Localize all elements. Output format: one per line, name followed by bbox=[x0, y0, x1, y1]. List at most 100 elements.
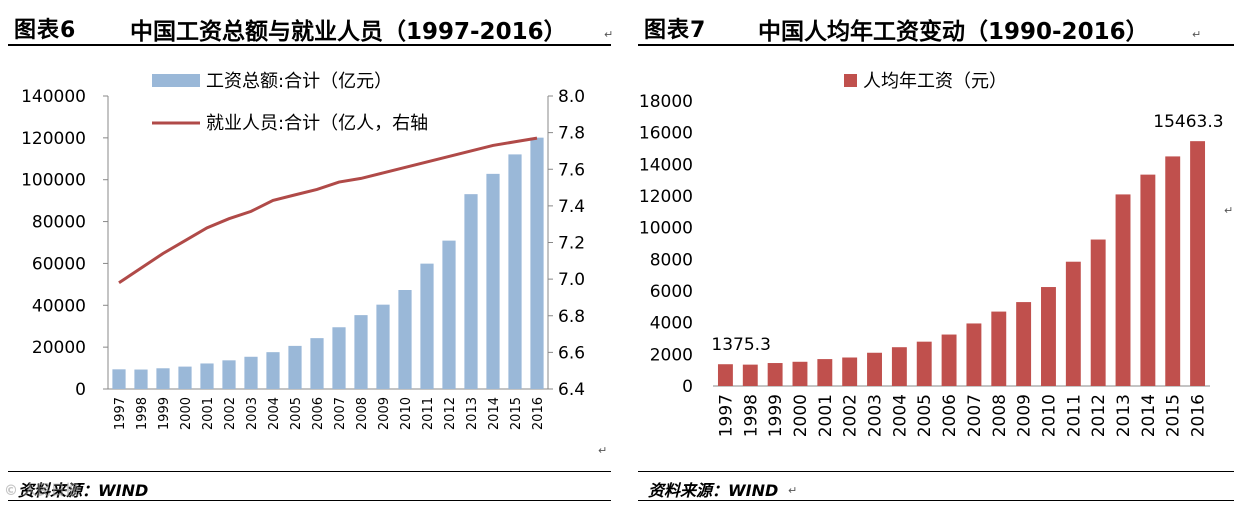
bar-wage-total bbox=[288, 345, 302, 389]
bar-avg-wage bbox=[1190, 141, 1206, 386]
y-left-tick-label: 40000 bbox=[32, 296, 86, 316]
figure-7-title: 中国人均年工资变动（1990-2016） bbox=[758, 19, 1149, 45]
y-left-tick-label: 120000 bbox=[21, 129, 86, 149]
x-tick-label: 1998 bbox=[135, 397, 150, 430]
x-tick-label: 2008 bbox=[355, 397, 370, 430]
y-tick-label: 8000 bbox=[650, 250, 693, 270]
bar-wage-total bbox=[112, 369, 126, 389]
figure-7-source: 资料来源：WIND bbox=[648, 481, 779, 500]
x-tick-label: 2014 bbox=[1139, 394, 1159, 437]
figure-7-title-row: 图表7 中国人均年工资变动（1990-2016） bbox=[640, 8, 1238, 45]
panel-figure-7: 图表7 中国人均年工资变动（1990-2016） ↵ 0 2000 4000 6000… bbox=[630, 0, 1238, 516]
y-right-tick-label: 7.0 bbox=[558, 270, 585, 290]
bar-wage-total bbox=[178, 366, 192, 389]
chart-wage-total-employment: 0 20000 40000 60000 80000 100000 120000 140000 6… bbox=[21, 71, 585, 430]
source-rule-bottom bbox=[8, 500, 611, 501]
y-tick-label: 16000 bbox=[639, 124, 693, 144]
x-tick-label: 2015 bbox=[1164, 394, 1184, 437]
x-tick-label: 2011 bbox=[1064, 394, 1084, 437]
watermark: © 人民日报 bbox=[4, 483, 79, 499]
bar-wage-total bbox=[244, 356, 258, 389]
x-tick-label: 2005 bbox=[915, 394, 935, 437]
x-tick-label: 2016 bbox=[1189, 394, 1209, 437]
x-tick-label: 2013 bbox=[1114, 394, 1134, 437]
y-tick-label: 12000 bbox=[639, 187, 693, 207]
x-tick-label: 2000 bbox=[179, 397, 194, 430]
legend-label-line: 就业人员:合计（亿人，右轴 bbox=[206, 113, 428, 134]
bar-avg-wage bbox=[1065, 261, 1081, 386]
bar-avg-wage bbox=[916, 341, 932, 386]
bar-avg-wage bbox=[792, 361, 808, 386]
bar-wage-total bbox=[486, 173, 500, 389]
y-tick-label: 2000 bbox=[650, 345, 693, 365]
bar-wage-total bbox=[310, 338, 324, 389]
paragraph-mark: ↵ bbox=[1192, 28, 1202, 41]
bar-wage-total bbox=[354, 315, 368, 389]
source-rule-top bbox=[638, 471, 1234, 472]
bar-wage-total bbox=[508, 154, 522, 389]
x-tick-label: 2009 bbox=[1015, 394, 1035, 437]
title-rule bbox=[638, 44, 1234, 46]
bar-wage-total bbox=[200, 363, 214, 389]
x-tick-label: 2012 bbox=[1089, 394, 1109, 437]
x-tick-label: 2006 bbox=[311, 397, 326, 430]
figure-6-title: 中国工资总额与就业人员（1997-2016） bbox=[130, 19, 567, 45]
bar-avg-wage bbox=[1140, 174, 1156, 386]
bar-wage-total bbox=[398, 290, 412, 389]
y-tick-label: 0 bbox=[682, 377, 693, 397]
bar-wage-total bbox=[464, 194, 478, 389]
y-tick-label: 6000 bbox=[650, 282, 693, 302]
data-label: 1375.3 bbox=[711, 335, 770, 355]
bar-avg-wage bbox=[966, 323, 982, 386]
x-tick-label: 2009 bbox=[377, 397, 392, 430]
x-tick-label: 2015 bbox=[509, 397, 524, 430]
legend-label: 人均年工资（元） bbox=[863, 71, 1007, 92]
bar-wage-total bbox=[442, 240, 456, 389]
source-rule-top bbox=[8, 471, 611, 472]
x-tick-label: 2004 bbox=[890, 394, 910, 437]
x-tick-label: 2011 bbox=[421, 397, 436, 430]
bar-wage-total bbox=[530, 137, 544, 389]
paragraph-mark: ↵ bbox=[598, 444, 608, 457]
x-tick-label: 2001 bbox=[201, 397, 216, 430]
x-tick-label: 2005 bbox=[289, 397, 304, 430]
x-tick-label: 2008 bbox=[990, 394, 1010, 437]
y-left-tick-label: 140000 bbox=[21, 87, 86, 107]
bar-avg-wage bbox=[842, 357, 858, 386]
paragraph-mark: ↵ bbox=[604, 28, 614, 41]
x-tick-label: 1997 bbox=[716, 394, 736, 437]
x-tick-label: 2004 bbox=[267, 397, 282, 430]
bar-avg-wage bbox=[742, 364, 758, 386]
y-left-tick-label: 60000 bbox=[32, 254, 86, 274]
x-tick-label: 1997 bbox=[113, 397, 128, 430]
x-tick-label: 2013 bbox=[465, 397, 480, 430]
y-tick-label: 14000 bbox=[639, 155, 693, 175]
y-left-tick-label: 0 bbox=[75, 380, 86, 400]
y-tick-label: 4000 bbox=[650, 314, 693, 334]
figure-6-source: 资料来源：WIND bbox=[18, 481, 149, 500]
y-tick-label: 10000 bbox=[639, 219, 693, 239]
bar-avg-wage bbox=[1041, 287, 1056, 386]
bar-wage-total bbox=[134, 369, 148, 389]
x-tick-label: 2010 bbox=[399, 397, 414, 430]
y-left-tick-label: 20000 bbox=[32, 338, 86, 358]
x-tick-label: 2006 bbox=[940, 394, 960, 437]
panel-figure-6: 图表6 中国工资总额与就业人员（1997-2016） ↵ 0 20000 40000… bbox=[0, 0, 615, 516]
x-tick-label: 2007 bbox=[333, 397, 348, 430]
y-right-tick-label: 7.4 bbox=[558, 197, 585, 217]
y-right-tick-label: 6.6 bbox=[558, 343, 585, 363]
x-tick-label: 1998 bbox=[741, 394, 761, 437]
bar-wage-total bbox=[332, 327, 346, 389]
legend-label-bar: 工资总额:合计（亿元） bbox=[206, 71, 392, 92]
x-tick-label: 1999 bbox=[766, 394, 786, 437]
bar-avg-wage bbox=[1090, 239, 1106, 386]
y-tick-label: 18000 bbox=[639, 92, 693, 112]
bar-avg-wage bbox=[817, 359, 833, 386]
figure-7-number: 图表7 bbox=[644, 18, 707, 43]
chart-avg-annual-wage: 0 2000 4000 6000 8000 10000 12000 14000 16000 180… bbox=[639, 71, 1224, 437]
bar-wage-total bbox=[156, 368, 170, 389]
bar-avg-wage bbox=[941, 334, 957, 386]
bar-avg-wage bbox=[1115, 194, 1131, 386]
bar-avg-wage bbox=[1016, 302, 1032, 386]
data-label: 15463.3 bbox=[1153, 112, 1223, 132]
